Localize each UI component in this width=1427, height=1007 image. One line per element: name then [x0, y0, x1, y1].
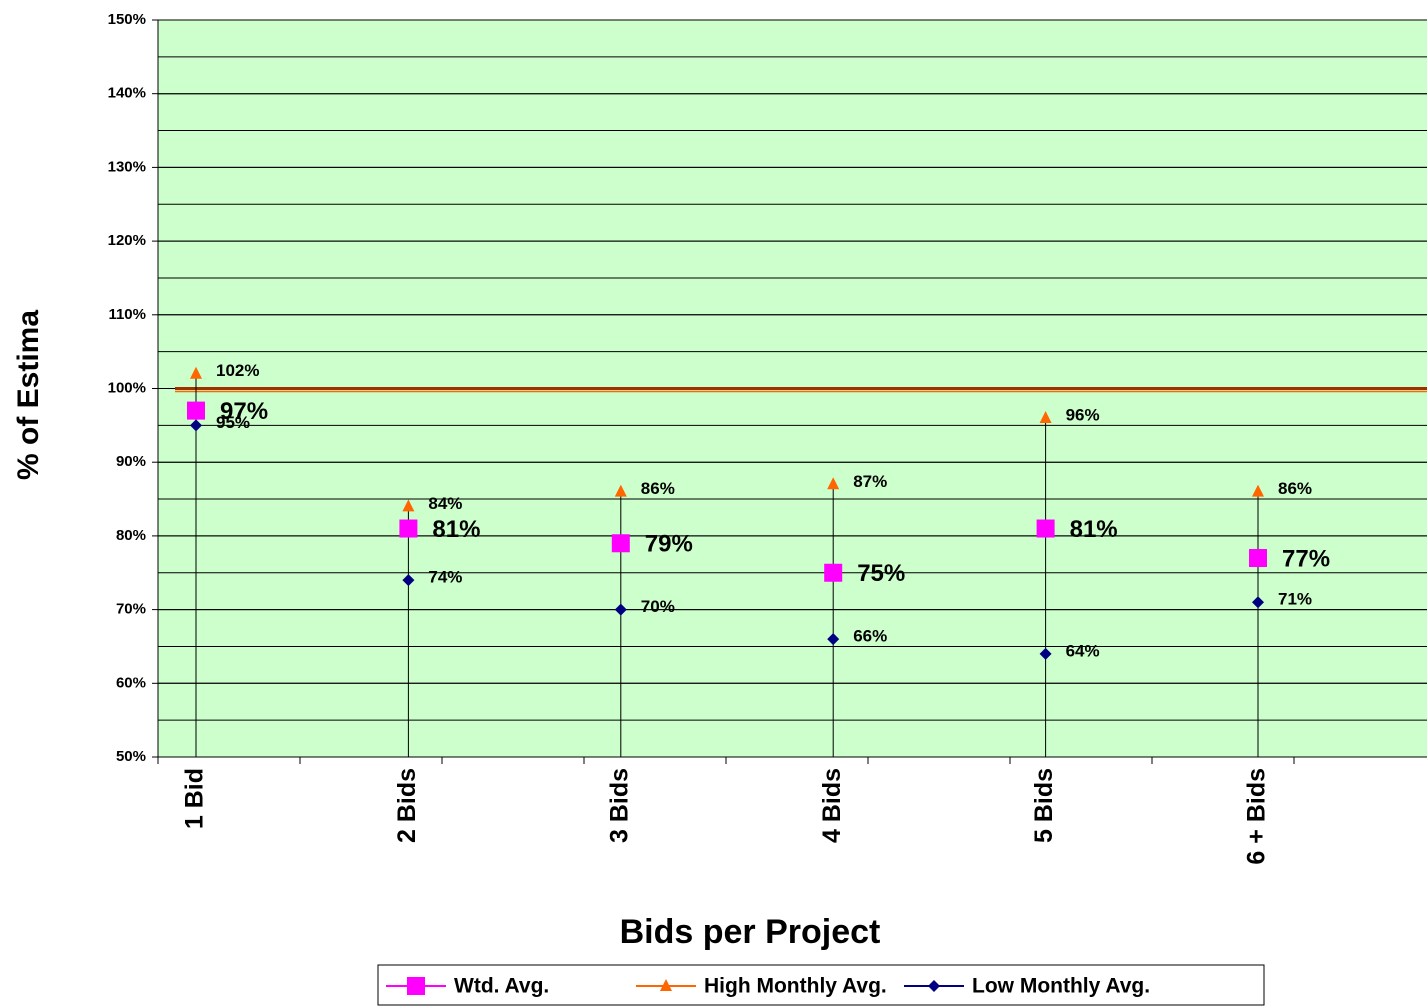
data-label: 86% [641, 479, 675, 498]
marker [928, 980, 940, 992]
legend-item: Wtd. Avg. [386, 975, 549, 998]
x-tick-label: 4 Bids [818, 768, 846, 843]
marker [614, 603, 627, 616]
marker [660, 979, 672, 991]
data-label: 75% [857, 560, 905, 587]
marker [1039, 410, 1052, 423]
y-tick-label: 80% [116, 527, 146, 544]
marker [407, 977, 425, 995]
data-label: 81% [432, 516, 480, 543]
y-tick-label: 70% [116, 601, 146, 618]
y-tick-label: 110% [108, 306, 146, 323]
marker [187, 401, 205, 420]
y-tick-label: 120% [108, 232, 146, 249]
marker [402, 499, 415, 512]
marker [1036, 519, 1055, 538]
legend-box [377, 964, 1265, 1006]
legend-item: Low Monthly Avg. [904, 975, 1150, 998]
marker [614, 484, 627, 497]
marker [190, 366, 202, 379]
legend-label: Wtd. Avg. [454, 975, 549, 998]
y-tick-label: 130% [108, 158, 146, 175]
y-axis-title: % of Estima [12, 310, 45, 480]
data-label: 66% [853, 627, 887, 646]
marker [827, 633, 840, 646]
x-tick-label: 2 Bids [393, 768, 421, 843]
legend-item: High Monthly Avg. [636, 975, 887, 998]
data-label: 71% [1278, 590, 1312, 609]
x-tick-label: 5 Bids [1030, 768, 1058, 843]
marker [1249, 549, 1267, 568]
y-tick-label: 60% [116, 674, 146, 691]
data-label: 102% [216, 361, 259, 380]
marker [1252, 596, 1264, 609]
data-label: 86% [1278, 479, 1312, 498]
data-label: 96% [1066, 405, 1100, 424]
data-label: 70% [641, 597, 675, 616]
x-axis-title: Bids per Project [620, 913, 881, 951]
y-tick-label: 50% [116, 748, 146, 765]
legend-label: Low Monthly Avg. [972, 975, 1150, 998]
marker [1252, 484, 1264, 497]
marker [824, 563, 843, 582]
marker [402, 574, 415, 587]
data-label: 87% [853, 472, 887, 491]
data-label: 74% [428, 568, 462, 587]
data-label: 81% [1070, 516, 1118, 543]
data-label: 97% [220, 398, 268, 425]
y-tick-label: 90% [116, 453, 146, 470]
marker [611, 534, 630, 553]
marker [399, 519, 418, 538]
marker [827, 477, 840, 490]
data-label: 64% [1066, 641, 1100, 660]
x-tick-label: 1 Bid [181, 768, 209, 829]
marker [190, 419, 202, 432]
y-tick-label: 140% [108, 85, 146, 102]
y-tick-label: 100% [108, 379, 146, 396]
data-label: 77% [1282, 545, 1330, 572]
x-tick-label: 6 + Bids [1243, 768, 1271, 865]
legend-label: High Monthly Avg. [704, 975, 887, 998]
y-tick-label: 150% [108, 11, 146, 28]
data-label: 95% [216, 413, 250, 432]
data-label: 84% [428, 494, 462, 513]
marker [1039, 647, 1052, 660]
x-tick-label: 3 Bids [605, 768, 633, 843]
data-label: 79% [645, 531, 693, 558]
